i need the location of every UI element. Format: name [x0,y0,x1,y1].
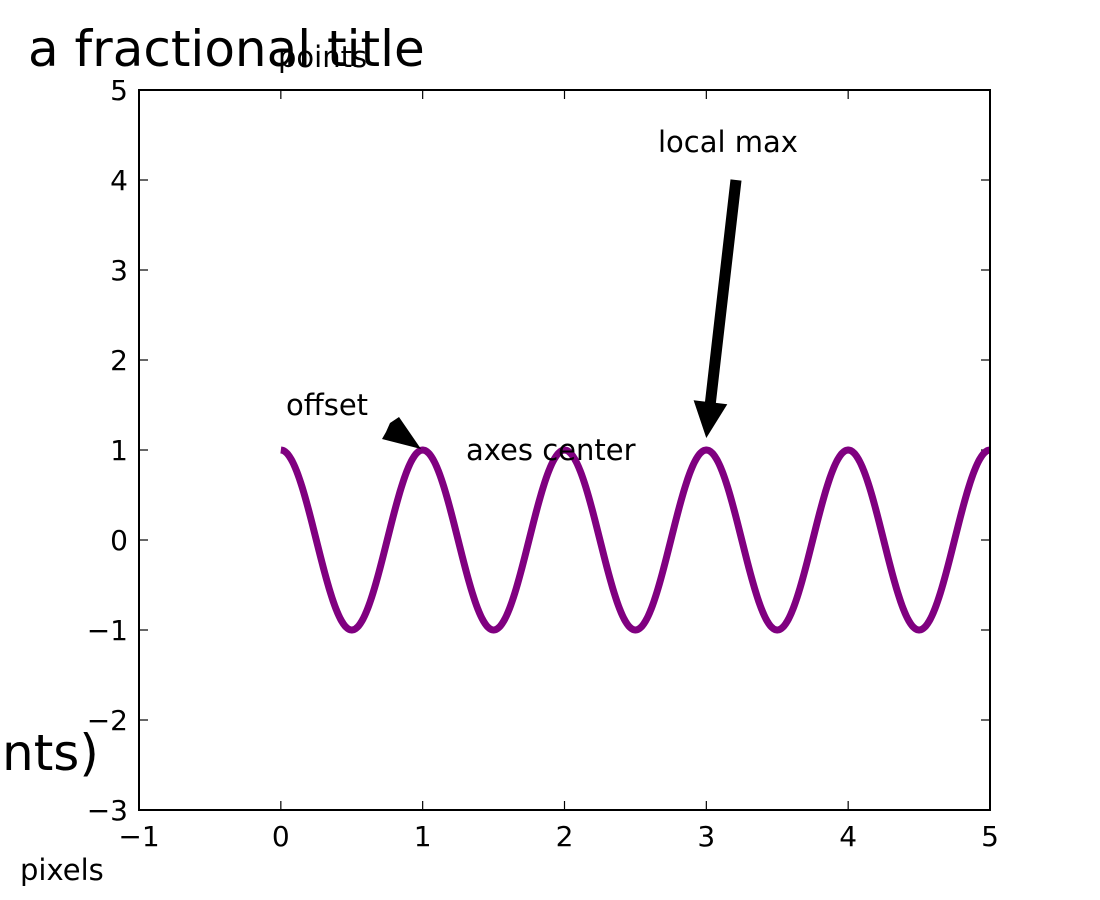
y-tick-label: 1 [110,434,128,467]
annotation-offset: offset [286,388,368,422]
x-tick-label: 2 [556,820,574,853]
y-tick-label: 4 [110,164,128,197]
chart-title: a fractional title [28,20,425,78]
y-tick-label: −3 [87,794,128,827]
series-line [278,446,993,634]
y-tick-label: 3 [110,254,128,287]
ticks-group: −1 0 1 2 3 4 5 −3 −2 −1 0 1 2 3 4 5 [87,74,999,853]
x-tick-label: −1 [118,820,159,853]
x-tick-label: 3 [697,820,715,853]
x-tick-label: 4 [839,820,857,853]
plot-area [278,446,993,634]
local-max-arrow [693,179,742,438]
axes-frame [138,89,991,811]
points-label: points [278,40,367,74]
annotation-axes-center: axes center [466,433,636,467]
annotations-group: local max offset axes center [286,125,798,467]
pixels-label: pixels [20,853,104,887]
clipped-points-label: nts) [2,724,99,782]
offset-arrow [382,417,421,449]
x-tick-label: 1 [414,820,432,853]
y-tick-label: 2 [110,344,128,377]
annotation-local-max: local max [658,125,798,159]
x-tick-label: 0 [272,820,290,853]
x-tick-label: 5 [981,820,999,853]
y-tick-label: −1 [87,614,128,647]
y-tick-label: 0 [110,524,128,557]
y-tick-label: −2 [87,704,128,737]
y-tick-label: 5 [110,74,128,107]
